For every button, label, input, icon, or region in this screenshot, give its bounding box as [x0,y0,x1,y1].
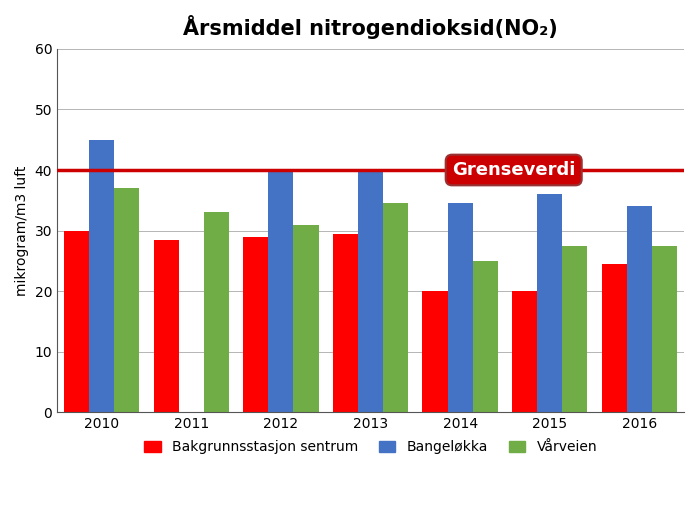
Bar [294,224,319,412]
Y-axis label: mikrogram/m3 luft: mikrogram/m3 luft [15,165,29,296]
Bar [602,264,627,412]
Bar [64,231,89,412]
Bar [473,261,498,412]
Bar [89,140,115,412]
Bar [204,213,229,412]
Bar [333,234,358,412]
Bar [154,239,179,412]
Bar [627,206,651,412]
Legend: Bakgrunnsstasjon sentrum, Bangeløkka, Vårveien: Bakgrunnsstasjon sentrum, Bangeløkka, Vå… [138,434,603,460]
Bar [651,246,677,412]
Bar [358,170,383,412]
Bar [562,246,587,412]
Bar [268,170,294,412]
Bar [115,188,139,412]
Bar [512,291,537,412]
Title: Årsmiddel nitrogendioksid(NO₂): Årsmiddel nitrogendioksid(NO₂) [183,15,558,39]
Bar [383,203,408,412]
Bar [422,291,447,412]
Bar [447,203,473,412]
Bar [537,194,562,412]
Text: Grenseverdi: Grenseverdi [452,161,575,179]
Bar [243,237,268,412]
